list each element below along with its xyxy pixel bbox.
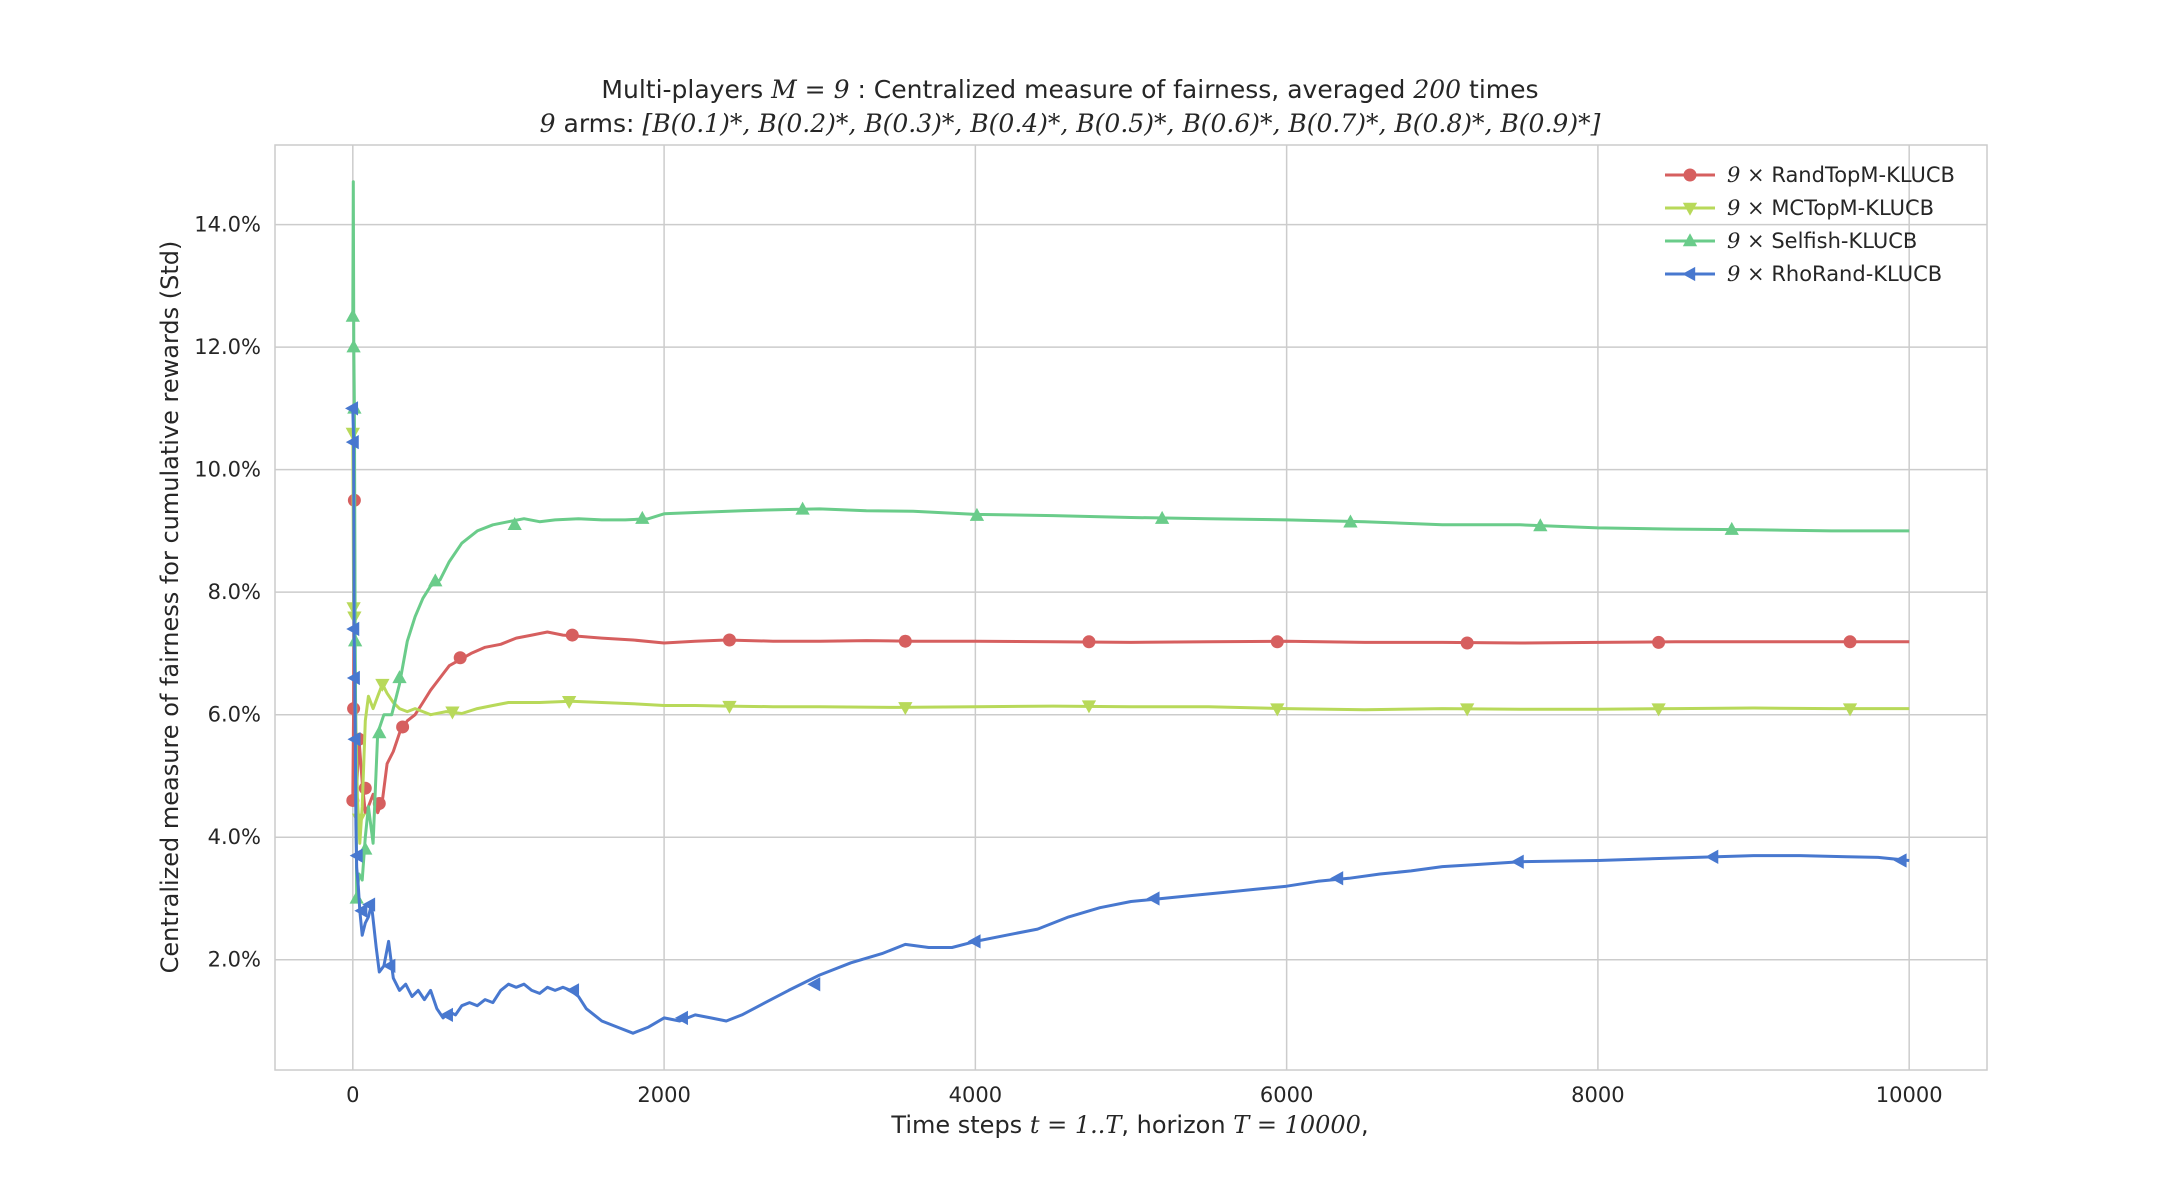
data-point-rhorand-klucb [346, 670, 360, 686]
data-point-rhorand-klucb [1705, 849, 1719, 864]
data-point-selfish-klucb [1154, 510, 1170, 524]
x-tick-label: 6000 [1260, 1083, 1313, 1107]
series-line-selfish-klucb [351, 180, 1910, 900]
data-point-selfish-klucb [345, 308, 360, 322]
data-point-selfish-klucb [635, 510, 650, 524]
data-point-mctopm-klucb [722, 700, 737, 714]
data-point-randtopm-klucb [722, 633, 736, 647]
data-point-rhorand-klucb [1146, 891, 1160, 906]
data-point-selfish-klucb [346, 339, 361, 353]
legend-label-selfish-klucb: 9 × Selfish-KLUCB [1727, 229, 1917, 253]
data-point-selfish-klucb [372, 725, 387, 739]
legend-marker-randtopm-klucb [1683, 168, 1697, 182]
y-tick-label: 4.0% [208, 825, 261, 849]
series-group [345, 180, 1910, 1035]
data-point-rhorand-klucb [566, 983, 580, 998]
data-point-randtopm-klucb [898, 634, 912, 648]
data-point-mctopm-klucb [445, 706, 460, 720]
data-point-mctopm-klucb [898, 702, 913, 716]
data-point-mctopm-klucb [562, 696, 577, 710]
y-tick-label: 2.0% [208, 948, 261, 972]
legend: 9 × RandTopM-KLUCB 9 × MCTopM-KLUCB 9 × Se… [1665, 163, 1955, 286]
y-tick-label: 12.0% [194, 335, 261, 359]
legend-entry-randtopm-klucb: 9 × RandTopM-KLUCB [1665, 163, 1955, 187]
y-tick-label: 14.0% [194, 213, 261, 237]
data-point-randtopm-klucb [396, 720, 410, 734]
data-point-mctopm-klucb [1842, 703, 1858, 717]
data-point-mctopm-klucb [375, 678, 390, 692]
data-point-rhorand-klucb [345, 401, 359, 416]
series-line-rhorand-klucb [351, 408, 1910, 1035]
x-tick-label: 8000 [1571, 1083, 1624, 1107]
data-point-rhorand-klucb [439, 1007, 453, 1023]
data-point-randtopm-klucb [358, 781, 372, 795]
grid-lines [275, 145, 1987, 1070]
data-point-randtopm-klucb [1082, 635, 1096, 649]
data-point-mctopm-klucb [1270, 703, 1285, 717]
y-axis-ticks: 2.0% 4.0% 6.0% 8.0% 10.0% 12.0% 14.0% [194, 213, 261, 972]
chart-title-line-2: 9 arms: [B(0.1)*, B(0.2)*, B(0.3)*, B(0.… [540, 109, 1601, 138]
data-point-rhorand-klucb [1510, 854, 1524, 869]
x-tick-label: 0 [346, 1083, 359, 1107]
data-point-mctopm-klucb [1081, 700, 1097, 714]
data-point-rhorand-klucb [362, 897, 376, 912]
y-tick-label: 10.0% [194, 458, 261, 482]
data-point-rhorand-klucb [354, 903, 368, 918]
legend-entry-rhorand-klucb: 9 × RhoRand-KLUCB [1665, 262, 1942, 286]
data-point-rhorand-klucb [674, 1010, 688, 1026]
x-axis-label: Time steps t = 1..T, horizon T = 10000, [890, 1111, 1368, 1139]
y-axis-label: Centralized measure of fairness for cumu… [156, 241, 184, 974]
legend-label-randtopm-klucb: 9 × RandTopM-KLUCB [1727, 163, 1955, 187]
series-line-randtopm-klucb [351, 498, 1910, 815]
data-point-randtopm-klucb [1843, 635, 1857, 649]
chart-title-line-1: Multi-players M = 9 : Centralized measur… [601, 75, 1538, 104]
data-point-rhorand-klucb [1893, 853, 1907, 868]
data-point-mctopm-klucb [1460, 703, 1475, 717]
legend-entry-mctopm-klucb: 9 × MCTopM-KLUCB [1665, 196, 1934, 220]
x-tick-label: 10000 [1876, 1083, 1943, 1107]
data-point-rhorand-klucb [345, 434, 359, 450]
data-point-randtopm-klucb [1652, 635, 1666, 649]
legend-label-mctopm-klucb: 9 × MCTopM-KLUCB [1727, 196, 1934, 220]
data-point-rhorand-klucb [807, 977, 821, 992]
data-point-selfish-klucb [1343, 514, 1358, 528]
x-tick-label: 4000 [949, 1083, 1002, 1107]
data-point-selfish-klucb [392, 670, 407, 684]
data-point-rhorand-klucb [347, 732, 361, 747]
data-point-selfish-klucb [1724, 521, 1739, 535]
data-point-rhorand-klucb [346, 621, 360, 637]
data-point-mctopm-klucb [1651, 703, 1666, 717]
data-point-selfish-klucb [507, 517, 522, 531]
data-point-selfish-klucb [969, 507, 985, 521]
data-point-randtopm-klucb [453, 651, 467, 665]
plot-area [274, 144, 1988, 1071]
data-point-randtopm-klucb [565, 628, 579, 642]
data-point-selfish-klucb [428, 573, 443, 587]
data-point-rhorand-klucb [967, 934, 981, 949]
x-tick-label: 2000 [637, 1083, 690, 1107]
series-line-mctopm-klucb [351, 432, 1910, 845]
y-tick-label: 8.0% [208, 580, 261, 604]
x-axis-ticks: 0 2000 4000 6000 8000 10000 [346, 1083, 1942, 1107]
y-tick-label: 6.0% [208, 703, 261, 727]
legend-label-rhorand-klucb: 9 × RhoRand-KLUCB [1727, 262, 1942, 286]
legend-marker-mctopm-klucb [1682, 202, 1698, 216]
data-point-rhorand-klucb [382, 958, 396, 974]
data-point-rhorand-klucb [349, 848, 363, 863]
data-point-randtopm-klucb [1270, 635, 1284, 649]
series-selfish-klucb [345, 180, 1910, 904]
series-rhorand-klucb [345, 401, 1910, 1035]
legend-marker-selfish-klucb [1682, 233, 1698, 247]
data-point-selfish-klucb [795, 501, 810, 515]
data-point-rhorand-klucb [1330, 871, 1344, 886]
data-point-selfish-klucb [1533, 518, 1548, 532]
legend-marker-rhorand-klucb [1682, 266, 1696, 282]
data-point-randtopm-klucb [1460, 636, 1474, 650]
legend-entry-selfish-klucb: 9 × Selfish-KLUCB [1665, 229, 1917, 253]
